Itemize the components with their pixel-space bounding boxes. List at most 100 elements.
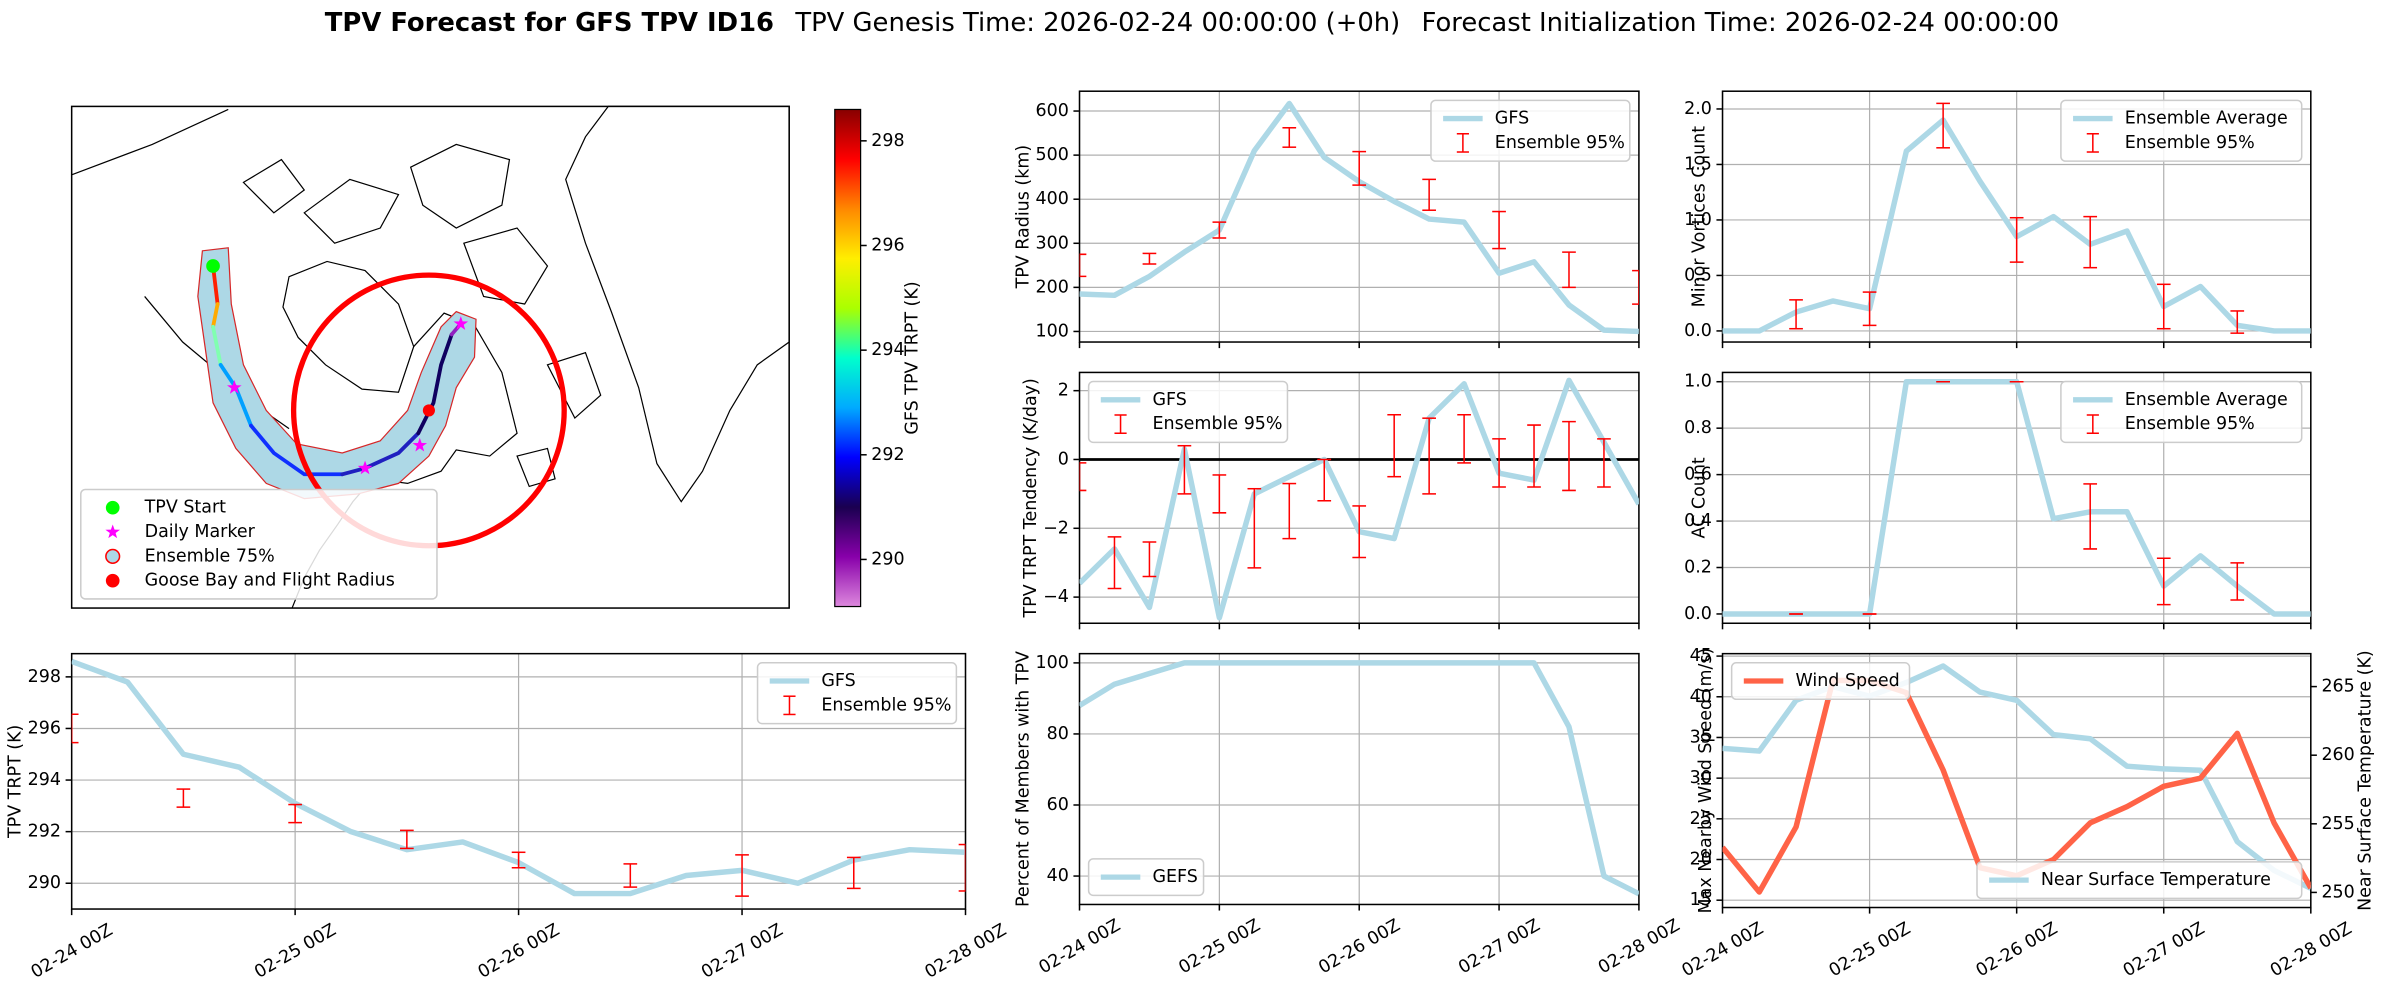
plot-area: 100 200 300 400 500 600 <box>1036 90 1640 349</box>
y2-tick-label: 265 <box>2321 677 2354 697</box>
daily-markers <box>227 316 469 475</box>
legend-label: Ensemble 95% <box>1152 414 1282 434</box>
legend-label: TPV Start <box>144 498 227 518</box>
y-axis-label: Max Nearby Wind Speed (m/s) <box>1696 648 1716 914</box>
legend-box <box>1430 99 1631 162</box>
coast <box>516 447 556 488</box>
x-tick-label: 02-24 00Z <box>1036 916 1124 979</box>
plot-frame <box>1078 371 1640 625</box>
legend-label: Ensemble 75% <box>145 546 275 566</box>
track-segment <box>416 332 454 436</box>
colorbar <box>834 108 862 608</box>
tpv-start <box>206 259 220 273</box>
x-tick-label: 02-25 00Z <box>1826 919 1914 982</box>
y2-tick-label: 250 <box>2321 882 2354 902</box>
y2-tick-label: 260 <box>2321 745 2354 765</box>
coast <box>303 178 400 244</box>
x-tick-label: 02-25 00Z <box>1175 916 1263 979</box>
y-tick-label: 60 <box>1047 795 1069 815</box>
boundary <box>71 108 229 176</box>
track-segment <box>249 423 345 477</box>
legend: Wind Speed <box>1730 662 1911 701</box>
y-axis-label: AC Count <box>1690 457 1710 538</box>
daily-marker <box>227 380 242 394</box>
marks <box>1722 102 2311 334</box>
x-tick-label: 02-25 00Z <box>251 920 339 982</box>
legend: GFS Ensemble 95% <box>1430 99 1631 162</box>
y-tick-label: 1.5 <box>1684 154 1712 174</box>
legend-label: Ensemble Average <box>2125 390 2288 410</box>
y-tick-label: 296 <box>28 718 61 738</box>
ensemble-area <box>197 247 477 500</box>
plot-frame <box>1078 90 1640 343</box>
y-tick-label: 25 <box>1690 809 1712 829</box>
legend-label: Goose Bay and Flight Radius <box>145 571 395 591</box>
y-tick-label: 0.6 <box>1684 465 1712 485</box>
legend-label: Ensemble Average <box>2125 109 2288 129</box>
colorbar-label: GFS TPV TRPT (K) <box>902 281 922 434</box>
y-tick-label: 300 <box>1036 233 1069 253</box>
y2-axis-label: Near Surface Temperature (K) <box>2356 650 2376 911</box>
legend-marker <box>105 524 121 539</box>
x-tick-label: 02-28 00Z <box>1595 916 1683 979</box>
plot-frame <box>1078 652 1640 906</box>
plot-area: 0.0 0.2 0.4 0.6 0.8 1.0 <box>1684 371 2312 630</box>
y-tick-label: −2 <box>1043 518 1069 538</box>
legend-box <box>80 488 438 600</box>
y-tick-label: 600 <box>1036 101 1069 121</box>
legend-box <box>1087 858 1205 897</box>
y-tick-label: −4 <box>1043 587 1069 607</box>
y-tick-label: 45 <box>1690 646 1712 666</box>
y-axis-label: TPV TRPT Tendency (K/day) <box>1021 378 1041 618</box>
y-tick-label: 35 <box>1690 727 1712 747</box>
legend: Ensemble Average Ensemble 95% <box>2060 99 2303 162</box>
legend-marker <box>105 548 121 564</box>
legend: GEFS <box>1087 858 1205 897</box>
marks <box>1079 100 1639 335</box>
marks <box>71 658 966 897</box>
x-tick-label: 02-26 00Z <box>475 920 563 982</box>
title-init: Forecast Initialization Time: 2026-02-24… <box>1422 7 2060 37</box>
colorbar-tick-label: 292 <box>871 445 904 465</box>
legend-box <box>1730 662 1911 701</box>
legend-label: Near Surface Temperature <box>2041 870 2271 890</box>
daily-marker <box>453 316 469 330</box>
y-tick-label: 0.4 <box>1684 511 1712 531</box>
y2-tick-label: 255 <box>2321 814 2354 834</box>
marks <box>1079 377 1639 621</box>
legend-label: GEFS <box>1152 867 1197 887</box>
y-tick-label: 294 <box>28 770 61 790</box>
coast <box>565 105 790 503</box>
track-segment <box>211 324 223 367</box>
legend: GFS Ensemble 95% <box>1087 380 1289 444</box>
y-tick-label: 0.0 <box>1684 604 1712 624</box>
plot-area: 40 60 80 100 02-24 00Z 02-25 00Z 02-26 00Z 02-2… <box>1036 653 1684 978</box>
map-frame <box>70 105 790 609</box>
track-segment <box>340 431 421 477</box>
goose-bay <box>422 404 435 417</box>
legend-label: Daily Marker <box>145 522 256 542</box>
y-tick-label: 0.5 <box>1684 265 1712 285</box>
marks <box>1079 660 1639 897</box>
daily-marker <box>357 460 373 475</box>
legend: Near Surface Temperature <box>1976 861 2303 900</box>
legend: Ensemble Average Ensemble 95% <box>2060 380 2303 444</box>
y-tick-label: 290 <box>28 873 61 893</box>
y-tick-label: 0 <box>1058 449 1069 469</box>
y-tick-label: 292 <box>28 822 61 842</box>
plot-frame <box>70 652 967 910</box>
y-tick-label: 20 <box>1690 850 1712 870</box>
y-tick-label: 298 <box>28 667 61 687</box>
legend-box <box>2060 99 2303 162</box>
colorbar-tick-label: 296 <box>871 235 904 255</box>
y-axis-label: Minor Vortices Count <box>1690 126 1710 308</box>
x-tick-label: 02-26 00Z <box>1315 916 1403 979</box>
y-tick-label: 80 <box>1047 724 1069 744</box>
track <box>211 264 463 477</box>
plot-frame <box>1721 371 2312 625</box>
y-tick-label: 15 <box>1690 890 1712 910</box>
legend: TPV Start Daily Marker Ensemble 75% Goose B… <box>80 488 438 600</box>
legend-label: Ensemble 95% <box>2125 133 2255 153</box>
x-tick-label: 02-26 00Z <box>1973 919 2061 982</box>
coast <box>242 158 306 214</box>
